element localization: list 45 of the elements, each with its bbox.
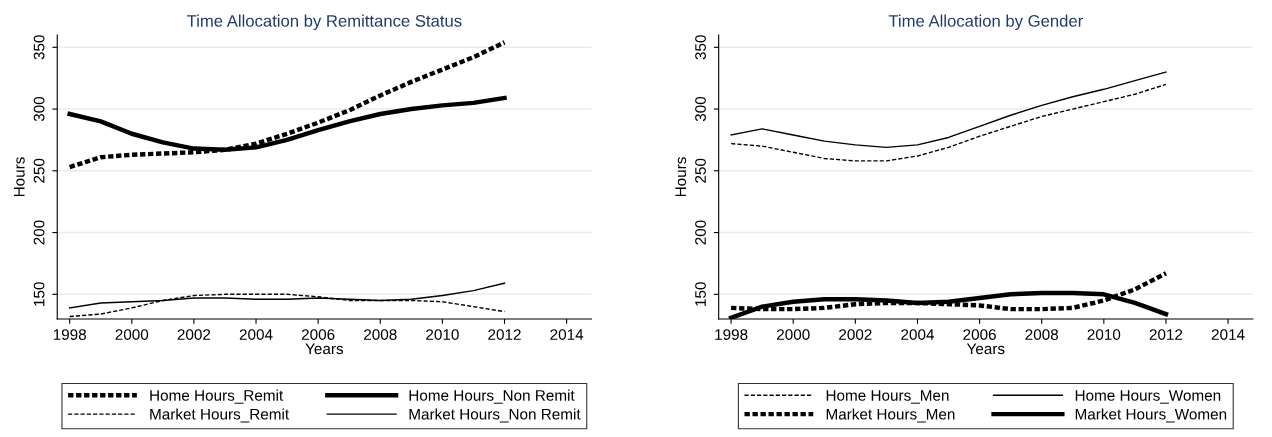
- x-tick-label: 2004: [901, 329, 935, 340]
- y-tick-label: 300: [33, 96, 45, 122]
- x-tick-label: 2008: [1025, 329, 1059, 340]
- legend-label: Market Hours_Non Remit: [409, 408, 581, 423]
- x-axis-title: Years: [305, 343, 344, 355]
- y-tick-label: 250: [695, 158, 706, 183]
- x-tick-label: 1998: [715, 329, 748, 340]
- y-tick-label: 350: [695, 35, 706, 60]
- y-tick-label: 150: [695, 282, 706, 306]
- legend-label: Home Hours_Men: [826, 390, 949, 404]
- legend-label: Market Hours_Remit: [150, 408, 290, 423]
- y-axis-title: Hours: [14, 157, 25, 197]
- x-tick-label: 2002: [839, 329, 872, 340]
- line-series: [67, 40, 507, 170]
- x-tick-label: 2006: [963, 329, 996, 340]
- x-tick-label: 2000: [115, 329, 149, 340]
- x-tick-label: 1998: [53, 329, 86, 340]
- x-tick-label: 2014: [550, 329, 584, 340]
- line-series: [730, 71, 1167, 149]
- x-tick-label: 2000: [777, 329, 810, 340]
- x-axis-title: Years: [966, 343, 1005, 355]
- x-tick-label: 2006: [301, 329, 335, 340]
- x-tick-label: 2002: [177, 329, 211, 340]
- line-series: [730, 83, 1167, 162]
- x-tick-label: 2010: [1087, 329, 1121, 340]
- legend-label: Home Hours_Non Remit: [409, 389, 575, 404]
- legend-label: Market Hours_Women: [1075, 408, 1227, 423]
- y-tick-label: 350: [33, 35, 45, 60]
- y-tick-label: 250: [33, 158, 45, 183]
- y-tick-label: 200: [33, 220, 45, 245]
- chart-title: Time Allocation by Remittance Status: [187, 14, 462, 31]
- legend-label: Home Hours_Remit: [150, 389, 284, 404]
- chart-title: Time Allocation by Gender: [888, 14, 1083, 31]
- x-tick-label: 2014: [1211, 329, 1245, 340]
- legend-label: Home Hours_Women: [1075, 390, 1221, 404]
- y-tick-label: 300: [695, 96, 706, 122]
- y-tick-label: 200: [695, 220, 706, 245]
- y-tick-label: 150: [33, 282, 45, 306]
- x-tick-label: 2004: [239, 329, 273, 340]
- legend-label: Market Hours_Men: [826, 408, 955, 423]
- x-tick-label: 2008: [364, 329, 397, 340]
- x-tick-label: 2012: [1149, 329, 1183, 340]
- y-axis-title: Hours: [675, 157, 687, 197]
- x-tick-label: 2010: [426, 329, 459, 340]
- x-tick-label: 2012: [488, 329, 521, 340]
